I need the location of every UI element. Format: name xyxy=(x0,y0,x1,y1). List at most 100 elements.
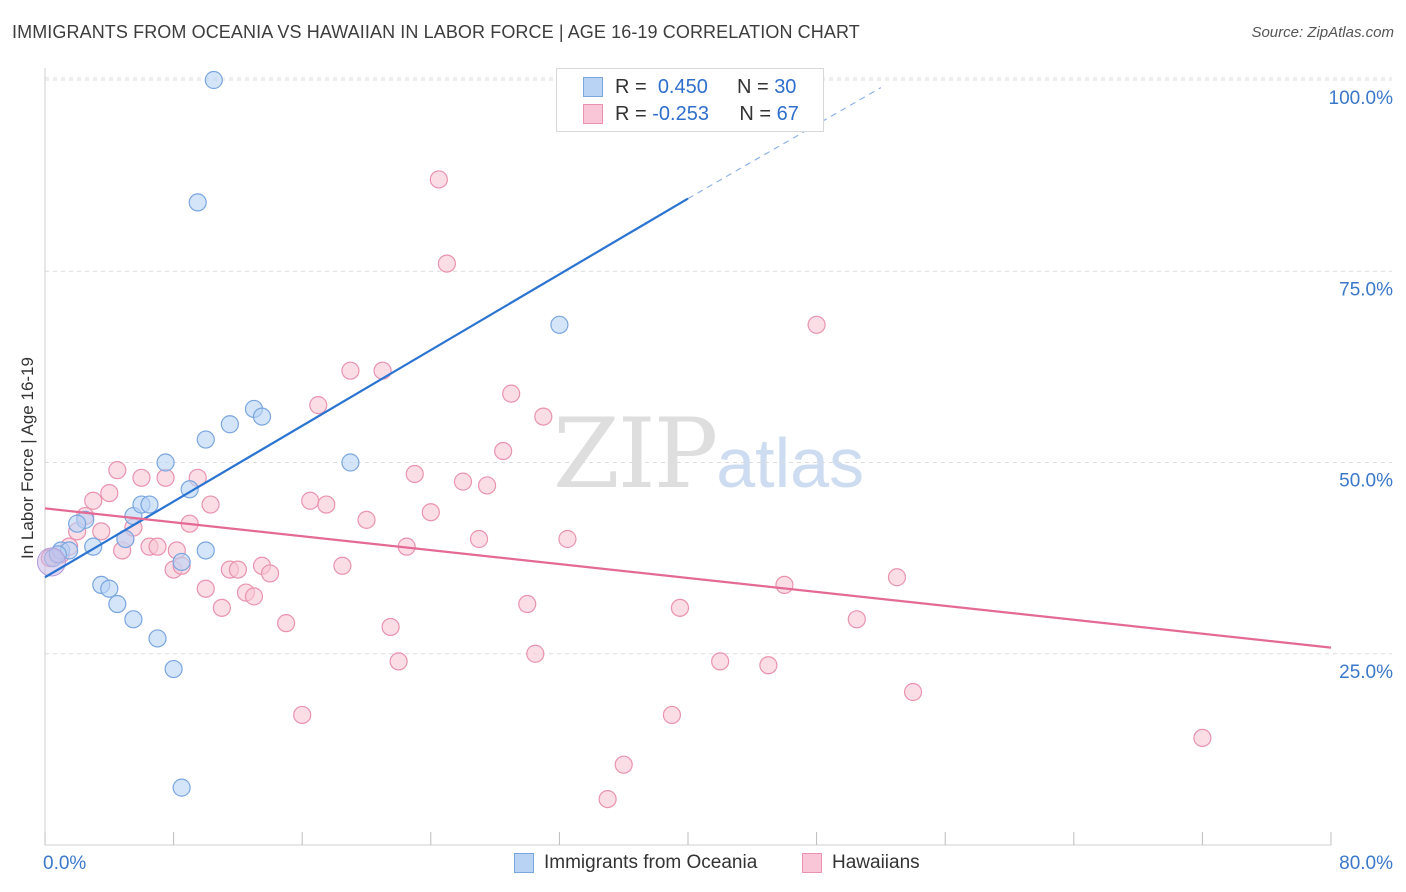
data-point xyxy=(381,617,400,637)
legend-swatch-blue xyxy=(583,77,603,97)
data-point xyxy=(502,384,521,403)
data-point xyxy=(421,503,440,522)
data-point xyxy=(341,453,360,472)
data-point xyxy=(108,461,127,480)
n-label: N = xyxy=(736,75,769,98)
trend-line-immigrants xyxy=(44,197,689,579)
trend-line-hawaiians xyxy=(44,507,1332,649)
data-point xyxy=(711,652,730,671)
data-point xyxy=(148,629,167,648)
watermark-zip: ZIP xyxy=(553,398,718,510)
data-point xyxy=(518,594,537,614)
source-label: Source: ZipAtlas.com xyxy=(1251,24,1394,41)
data-point xyxy=(775,575,794,595)
data-point xyxy=(453,472,473,491)
n-label: N = xyxy=(739,102,772,125)
x-tick-label: 0.0% xyxy=(43,853,86,874)
trend-lines xyxy=(44,87,1332,649)
data-point xyxy=(84,491,103,510)
data-point xyxy=(164,659,183,679)
data-point xyxy=(341,361,360,380)
data-point xyxy=(309,396,328,415)
legend-label: Hawaiians xyxy=(832,852,920,873)
axes xyxy=(44,68,1332,846)
data-point xyxy=(204,70,223,90)
n-value: 30 xyxy=(774,75,797,98)
trend-line-immigrants-extension xyxy=(687,87,882,200)
data-point xyxy=(389,652,408,671)
data-point xyxy=(108,594,127,614)
legend-swatch-pink xyxy=(583,104,603,124)
data-point xyxy=(201,495,220,514)
tick-labels: 25.0% 50.0% 75.0% 100.0% 0.0% 80.0% xyxy=(43,88,1393,874)
data-point xyxy=(132,468,151,487)
data-point xyxy=(847,610,866,629)
data-point xyxy=(220,415,239,434)
data-point xyxy=(156,468,175,487)
r-label: R = xyxy=(615,75,647,98)
data-point xyxy=(252,407,272,426)
series-hawaiians xyxy=(40,170,1212,809)
data-point xyxy=(124,610,143,629)
n-value: 67 xyxy=(776,102,799,125)
data-point xyxy=(333,556,352,575)
y-tick-label: 100.0% xyxy=(1329,88,1394,109)
data-point-cluster xyxy=(36,547,66,577)
data-point xyxy=(172,552,191,572)
data-point xyxy=(228,560,247,579)
data-point xyxy=(260,564,280,583)
legend-series: Immigrants from Oceania Hawaiians xyxy=(0,852,1406,878)
grid xyxy=(45,77,1392,655)
data-point xyxy=(196,541,215,560)
data-point xyxy=(156,453,175,472)
data-point xyxy=(598,789,617,809)
legend-swatch-pink xyxy=(802,853,822,873)
data-point xyxy=(100,484,119,503)
data-point xyxy=(759,656,778,675)
r-value: 0.450 xyxy=(657,75,708,98)
data-point xyxy=(92,522,111,541)
data-point xyxy=(887,568,907,587)
data-point xyxy=(614,755,633,774)
r-label: R = xyxy=(615,102,647,125)
data-point xyxy=(807,315,826,334)
data-point xyxy=(100,579,119,598)
y-tick-label: 25.0% xyxy=(1339,662,1393,683)
data-point xyxy=(196,579,215,598)
r-value: -0.253 xyxy=(652,102,709,125)
data-point xyxy=(477,476,497,495)
data-point xyxy=(277,614,296,633)
legend-item-immigrants-from-oceania[interactable]: Immigrants from Oceania xyxy=(514,852,757,874)
data-point xyxy=(550,315,569,334)
legend-stats-row-pink: R = -0.253 N = 67 xyxy=(583,100,799,128)
data-point xyxy=(244,587,264,606)
series-immigrants-from-oceania xyxy=(36,70,569,797)
chart-title: IMMIGRANTS FROM OCEANIA VS HAWAIIAN IN L… xyxy=(12,22,860,42)
data-point xyxy=(534,407,553,426)
data-point xyxy=(293,705,312,725)
data-point xyxy=(196,430,215,449)
data-point xyxy=(140,495,159,514)
data-point xyxy=(670,598,690,617)
y-axis-label: In Labor Force | Age 16-19 xyxy=(18,357,37,559)
legend-item-hawaiians[interactable]: Hawaiians xyxy=(802,852,920,874)
x-tick-label: 80.0% xyxy=(1339,853,1393,874)
data-point xyxy=(212,598,231,617)
data-point xyxy=(373,361,392,380)
data-point xyxy=(494,441,513,461)
legend-stats: R = 0.450 N = 30 R = -0.253 N = 67 xyxy=(556,68,824,132)
y-tick-label: 75.0% xyxy=(1339,279,1393,300)
data-point xyxy=(526,644,545,663)
data-point xyxy=(903,682,923,702)
data-point xyxy=(357,510,376,529)
data-point xyxy=(1193,728,1212,748)
data-point xyxy=(469,529,489,549)
y-tick-label: 50.0% xyxy=(1339,471,1393,492)
data-point xyxy=(188,193,207,212)
data-point xyxy=(68,514,87,533)
data-point xyxy=(437,254,456,273)
legend-swatch-blue xyxy=(514,853,534,873)
legend-stats-row-blue: R = 0.450 N = 30 xyxy=(583,73,796,101)
data-point xyxy=(405,464,424,484)
